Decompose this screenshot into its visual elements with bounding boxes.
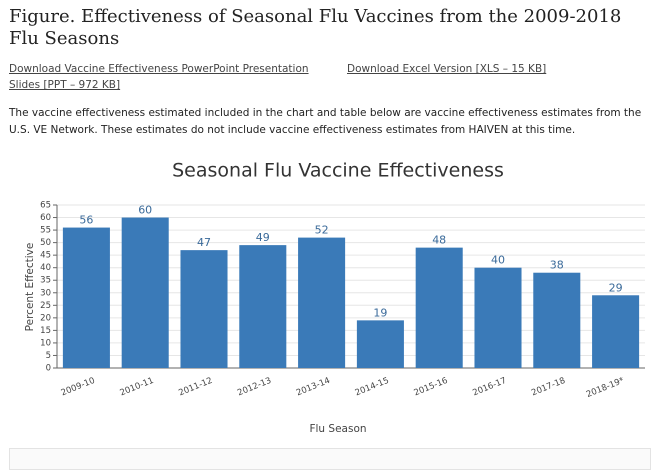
data-label: 19	[373, 306, 387, 319]
y-tick-label: 10	[40, 338, 51, 348]
data-label: 48	[432, 234, 446, 247]
y-tick-label: 40	[40, 263, 51, 273]
y-tick-label: 35	[40, 276, 51, 286]
x-tick-label: 2013-14	[295, 376, 332, 399]
chart: Seasonal Flu Vaccine Effectiveness Flu S…	[24, 160, 645, 435]
bar	[533, 272, 581, 368]
chart-title: Seasonal Flu Vaccine Effectiveness	[172, 160, 504, 182]
x-tick-label: 2010-11	[119, 376, 156, 399]
y-tick-label: 20	[40, 313, 51, 323]
y-tick-label: 50	[40, 238, 51, 248]
x-tick-label: 2011-12	[177, 376, 214, 399]
data-label: 47	[197, 236, 211, 249]
y-tick-label: 65	[40, 201, 51, 211]
data-label: 40	[491, 254, 505, 267]
bar	[474, 267, 522, 368]
bar	[356, 320, 404, 368]
x-tick-label: 2012-13	[236, 376, 273, 399]
x-tick-label: 2014-15	[354, 376, 391, 399]
heading: Figure. Effectiveness of Seasonal Flu Va…	[9, 6, 622, 49]
y-tick-label: 60	[40, 213, 51, 223]
y-tick-label: 45	[40, 251, 51, 261]
bar	[62, 227, 110, 368]
bar	[121, 217, 169, 368]
data-label: 38	[550, 259, 564, 272]
x-axis-title: Flu Season	[309, 423, 366, 435]
data-label: 29	[609, 281, 623, 294]
bar	[239, 245, 287, 368]
description: The vaccine effectiveness estimated incl…	[9, 107, 642, 136]
x-tick-label: 2015-16	[413, 376, 450, 399]
bar	[592, 295, 640, 368]
link[interactable]: Download Excel Version [XLS – 15 KB]	[347, 63, 547, 75]
y-tick-label: 0	[46, 364, 51, 374]
footer-box	[9, 448, 651, 470]
bar	[180, 250, 228, 368]
x-tick-label: 2017-18	[530, 376, 567, 399]
y-axis-title: Percent Effective	[24, 243, 36, 332]
x-tick-label: 2016-17	[471, 376, 508, 399]
page: {"page": {"heading": "Figure. Effectiven…	[9, 6, 651, 470]
link[interactable]: Download Vaccine Effectiveness PowerPoin…	[9, 63, 309, 91]
data-label: 52	[315, 224, 329, 237]
bar	[298, 237, 346, 368]
data-label: 60	[138, 204, 152, 217]
x-tick-label: 2009-10	[60, 376, 97, 399]
data-label: 56	[79, 214, 93, 227]
y-tick-label: 30	[40, 288, 51, 298]
bar	[415, 247, 463, 368]
data-label: 49	[256, 231, 270, 244]
y-tick-label: 15	[40, 326, 51, 336]
y-tick-label: 25	[40, 301, 51, 311]
x-tick-label: 2018-19*	[585, 376, 626, 400]
y-tick-label: 5	[46, 351, 51, 361]
y-tick-label: 55	[40, 226, 51, 236]
